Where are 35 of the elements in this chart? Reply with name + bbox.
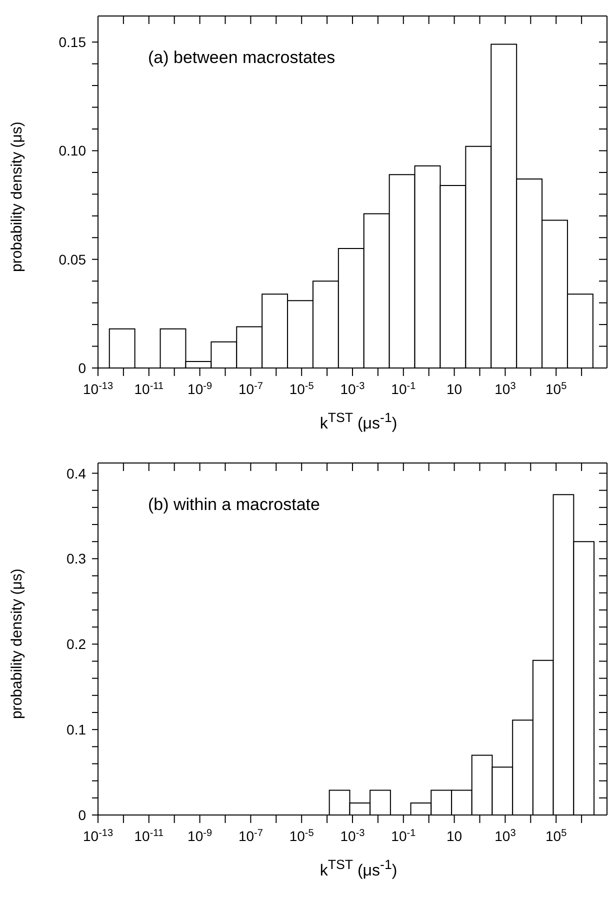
x-tick-label: 10$^{-9}$ <box>188 828 212 844</box>
y-tick-label: 0.15 <box>58 34 86 50</box>
y-tick-label: 0.1 <box>66 722 86 738</box>
x-tick-label: 10$^{5}$ <box>546 828 568 844</box>
y-tick-label: 0.2 <box>66 636 86 652</box>
x-tick-label: 10$^{-5}$ <box>289 380 314 397</box>
y-tick-label: 0.4 <box>66 466 86 482</box>
x-tick-label: 10$^{-13}$ <box>82 828 114 844</box>
x-tick-label: 10$^{-9}$ <box>188 380 212 397</box>
y-tick-label: 0 <box>78 360 86 376</box>
x-tick-label: 10$^{5}$ <box>546 380 568 397</box>
x-axis-title: k$^{TST}$ (μs$^{-1}$) <box>318 410 398 434</box>
x-tick-label: 10$^{-3}$ <box>340 380 366 397</box>
x-tick-label: 10$^{-3}$ <box>340 828 366 844</box>
x-tick-label: 10$^{-5}$ <box>289 828 314 844</box>
y-tick-label: 0.10 <box>58 142 86 159</box>
y-tick-label: 0.05 <box>58 251 86 268</box>
x-tick-label: 10$^{-1}$ <box>391 828 416 844</box>
y-axis-title: probability density (μs) <box>8 568 26 720</box>
x-tick-label: 10$^{3}$ <box>494 828 516 844</box>
x-tick-label: 10$^{-7}$ <box>238 828 264 844</box>
annotation: (a) between macrostates <box>148 48 336 68</box>
y-tick-label: 0 <box>78 807 86 824</box>
x-tick-label: 10$^{-7}$ <box>238 380 264 397</box>
y-axis-title: probability density (μs) <box>8 122 26 272</box>
x-tick-label: 10$^{-11}$ <box>134 380 164 397</box>
x-tick-label: 10$^{-13}$ <box>82 380 114 397</box>
x-tick-label: 10 <box>446 381 462 397</box>
x-tick-label: 10$^{3}$ <box>494 380 516 397</box>
x-tick-label: 10$^{-11}$ <box>134 828 164 844</box>
annotation: (b) within a macrostate <box>148 495 320 516</box>
y-tick-label: 0.3 <box>66 551 86 568</box>
x-tick-label: 10$^{-1}$ <box>391 380 416 397</box>
x-axis-title: k$^{TST}$ (μs$^{-1}$) <box>318 857 398 881</box>
x-tick-label: 10 <box>446 828 462 844</box>
